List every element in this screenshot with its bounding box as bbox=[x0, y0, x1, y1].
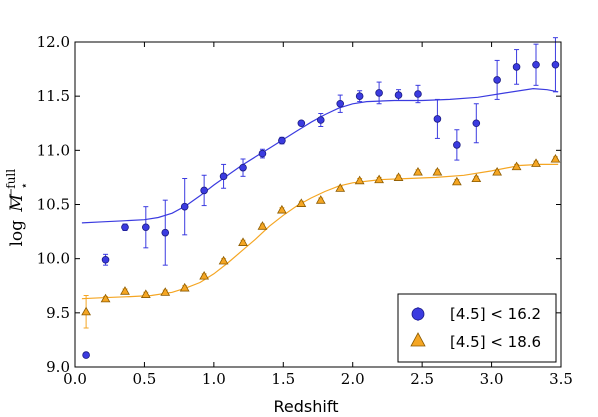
y-tick-label: 9.0 bbox=[46, 358, 70, 376]
data-point bbox=[414, 90, 422, 98]
data-point bbox=[550, 153, 561, 163]
y-tick-label: 9.5 bbox=[46, 304, 70, 322]
data-point bbox=[493, 76, 501, 84]
data-point bbox=[532, 60, 540, 69]
data-point bbox=[374, 174, 384, 184]
data-point bbox=[277, 204, 287, 214]
svg-text:log M full ⋆: log M full ⋆ bbox=[0, 163, 31, 246]
legend-marker-triangle bbox=[410, 332, 426, 347]
legend-box bbox=[397, 293, 557, 363]
x-tick-label: 1.0 bbox=[202, 370, 226, 388]
data-point bbox=[432, 166, 443, 176]
data-point bbox=[258, 149, 267, 158]
y-tick-label: 12.0 bbox=[37, 33, 70, 51]
y-tick-label: 11.0 bbox=[37, 141, 70, 159]
data-point bbox=[511, 161, 522, 171]
y-axis-label-sub: ⋆ bbox=[17, 182, 31, 190]
fit-line-1 bbox=[81, 163, 559, 300]
data-point bbox=[316, 116, 325, 124]
data-point bbox=[531, 158, 541, 167]
data-point bbox=[81, 306, 91, 316]
data-point bbox=[512, 63, 521, 71]
x-tick-label: 3.0 bbox=[480, 370, 504, 388]
data-point bbox=[278, 136, 286, 145]
data-point bbox=[315, 195, 326, 204]
x-tick-label: 0.5 bbox=[132, 370, 156, 388]
data-point bbox=[121, 223, 129, 232]
data-point bbox=[336, 99, 345, 108]
data-point bbox=[394, 91, 403, 99]
legend-entry-1: [4.5] < 18.6 bbox=[410, 332, 541, 351]
data-point bbox=[161, 228, 170, 237]
data-point bbox=[120, 286, 130, 295]
data-point bbox=[82, 351, 90, 359]
data-point bbox=[239, 163, 247, 172]
legend-label-0: [4.5] < 16.2 bbox=[450, 305, 541, 323]
data-point bbox=[472, 119, 481, 128]
legend-label-1: [4.5] < 18.6 bbox=[450, 333, 541, 351]
data-point bbox=[179, 282, 190, 292]
data-point bbox=[142, 223, 150, 232]
data-point bbox=[471, 173, 482, 183]
y-tick-label: 10.0 bbox=[37, 250, 70, 268]
data-point bbox=[451, 176, 462, 186]
data-point bbox=[551, 60, 560, 69]
y-tick-label: 10.5 bbox=[37, 196, 70, 214]
data-point bbox=[297, 119, 306, 128]
data-point bbox=[218, 255, 229, 265]
data-point bbox=[199, 270, 210, 280]
data-point bbox=[453, 141, 461, 149]
data-point bbox=[219, 172, 228, 181]
legend: [4.5] < 16.2 [4.5] < 18.6 bbox=[397, 293, 557, 363]
y-axis-label-base: log bbox=[7, 220, 27, 247]
data-point bbox=[296, 198, 307, 207]
data-point bbox=[335, 183, 346, 192]
x-axis-label: Redshift bbox=[274, 397, 339, 416]
data-point bbox=[492, 166, 503, 176]
x-tick-label: 2.5 bbox=[410, 370, 434, 388]
data-markers bbox=[81, 60, 561, 359]
data-point bbox=[355, 92, 364, 100]
axis-ticks: 0.0 0.5 1.0 1.5 2.0 2.5 3.0 3.5 9.0 9.5 10.0 10.5 11… bbox=[37, 33, 573, 388]
data-point bbox=[180, 202, 189, 211]
y-axis-label-sup: full bbox=[4, 169, 18, 189]
y-axis-label-symbol: M bbox=[7, 194, 27, 213]
x-tick-label: 1.5 bbox=[271, 370, 295, 388]
data-point bbox=[140, 289, 151, 298]
data-point bbox=[238, 237, 248, 246]
legend-entry-0: [4.5] < 16.2 bbox=[411, 305, 541, 323]
data-point bbox=[433, 115, 442, 123]
data-point bbox=[354, 175, 365, 185]
y-tick-label: 11.5 bbox=[37, 87, 70, 105]
x-tick-label: 0.0 bbox=[63, 370, 87, 388]
y-axis-label: log M full ⋆ bbox=[0, 163, 31, 247]
x-tick-label: 3.5 bbox=[549, 370, 573, 388]
data-point bbox=[160, 287, 171, 296]
data-point bbox=[375, 89, 383, 97]
data-point bbox=[100, 293, 111, 303]
data-point bbox=[101, 255, 110, 264]
data-point bbox=[200, 186, 208, 195]
data-point bbox=[393, 172, 404, 181]
x-tick-label: 2.0 bbox=[341, 370, 365, 388]
data-point bbox=[257, 221, 268, 230]
data-point bbox=[413, 166, 423, 176]
legend-marker-circle bbox=[411, 307, 425, 321]
